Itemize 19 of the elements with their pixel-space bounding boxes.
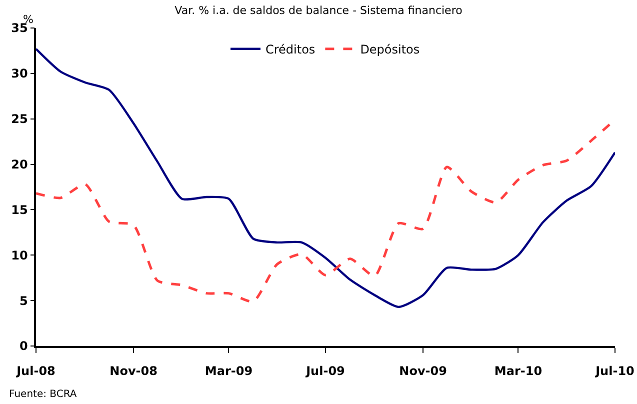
chart-title: Var. % i.a. de saldos de balance - Sistema financiero xyxy=(174,4,463,17)
x-tick-label: Jul-09 xyxy=(305,364,345,378)
source-note: Fuente: BCRA xyxy=(9,389,77,400)
y-tick-label: 25 xyxy=(11,112,28,126)
y-tick-label: 35 xyxy=(11,21,28,36)
x-tick-label: Jul-08 xyxy=(16,364,56,378)
x-tick-label: Mar-09 xyxy=(204,364,253,378)
y-tick-label: 5 xyxy=(19,294,28,308)
x-tick-label: Jul-10 xyxy=(594,364,634,378)
y-tick-label: 20 xyxy=(11,157,28,172)
x-tick-label: Nov-08 xyxy=(110,364,158,378)
y-tick-label: 0 xyxy=(19,339,28,354)
legend-label: Créditos xyxy=(266,42,316,57)
x-tick-label: Nov-09 xyxy=(399,364,447,378)
legend-label: Depósitos xyxy=(360,42,420,57)
y-tick-label: 30 xyxy=(11,66,28,81)
x-tick-label: Mar-10 xyxy=(494,364,542,378)
y-tick-label: 10 xyxy=(11,248,28,262)
y-tick-label: 15 xyxy=(11,202,28,217)
